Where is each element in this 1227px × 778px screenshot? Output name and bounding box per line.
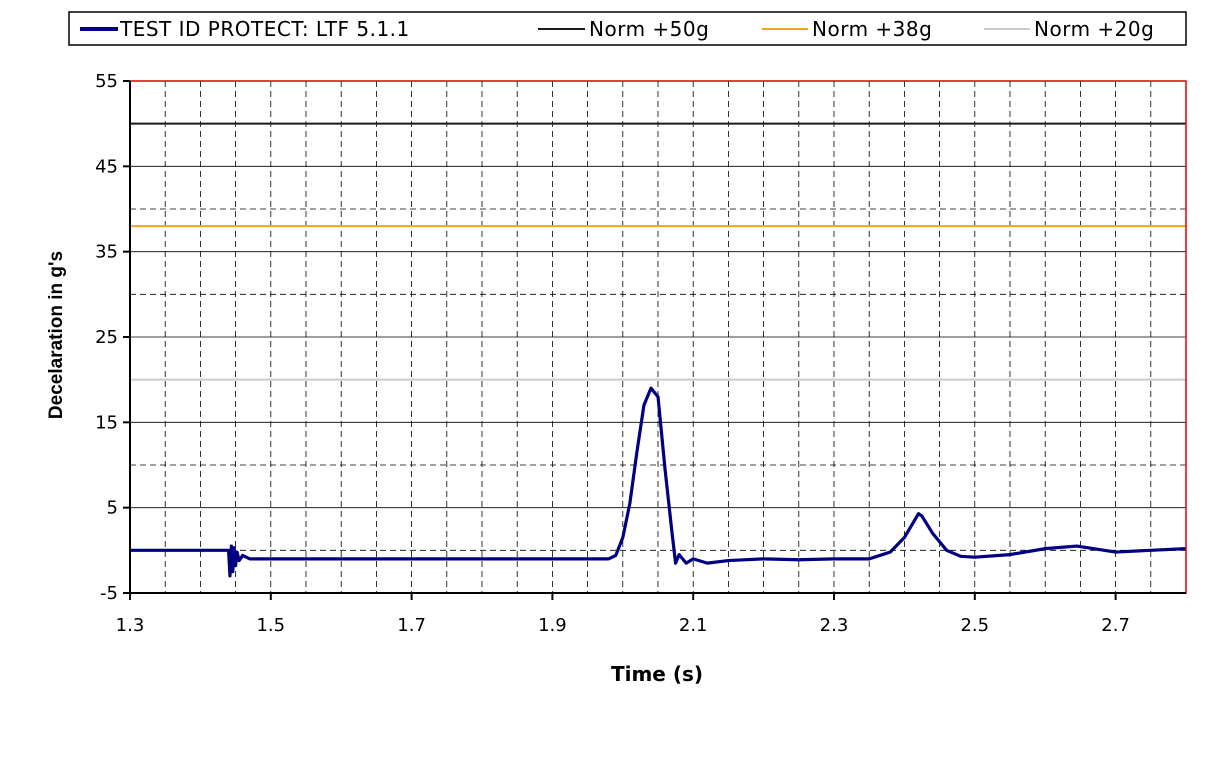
y-axis-label: Decelaration in g's — [46, 251, 67, 419]
x-tick-label: 1.3 — [116, 615, 145, 636]
gridlines — [130, 81, 1186, 593]
x-axis-label: Time (s) — [611, 662, 703, 686]
x-tick-label: 2.1 — [679, 615, 708, 636]
y-tick-label: 25 — [95, 327, 118, 348]
x-tick-label: 2.5 — [960, 615, 989, 636]
plot-area: -5 5 15 25 35 45 55 1.3 1.5 1.7 1.9 2.1 2.3 2.5 2.7 — [95, 71, 1187, 636]
series-line-test — [130, 386, 1187, 578]
x-tick-label: 2.3 — [820, 615, 849, 636]
legend-label: Norm +20g — [1034, 17, 1154, 41]
legend-label: TEST ID PROTECT: LTF 5.1.1 — [119, 17, 410, 41]
legend-label: Norm +38g — [812, 17, 932, 41]
x-tick-label: 1.7 — [397, 615, 426, 636]
legend: TEST ID PROTECT: LTF 5.1.1 Norm +50g Norm … — [68, 11, 1187, 46]
series-layer — [130, 122, 1187, 578]
y-tick-label: 5 — [107, 498, 118, 519]
y-tick-label: 35 — [95, 242, 118, 263]
x-tick-label: 2.7 — [1101, 615, 1130, 636]
legend-label: Norm +50g — [589, 17, 709, 41]
y-tick-label: 55 — [95, 71, 118, 92]
x-tick-label: 1.5 — [256, 615, 285, 636]
y-tick-label: 15 — [95, 412, 118, 433]
axes: -5 5 15 25 35 45 55 1.3 1.5 1.7 1.9 2.1 2.3 2.5 2.7 — [95, 71, 1186, 636]
x-tick-label: 1.9 — [538, 615, 567, 636]
y-tick-label: -5 — [100, 583, 118, 604]
y-tick-label: 45 — [95, 156, 118, 177]
